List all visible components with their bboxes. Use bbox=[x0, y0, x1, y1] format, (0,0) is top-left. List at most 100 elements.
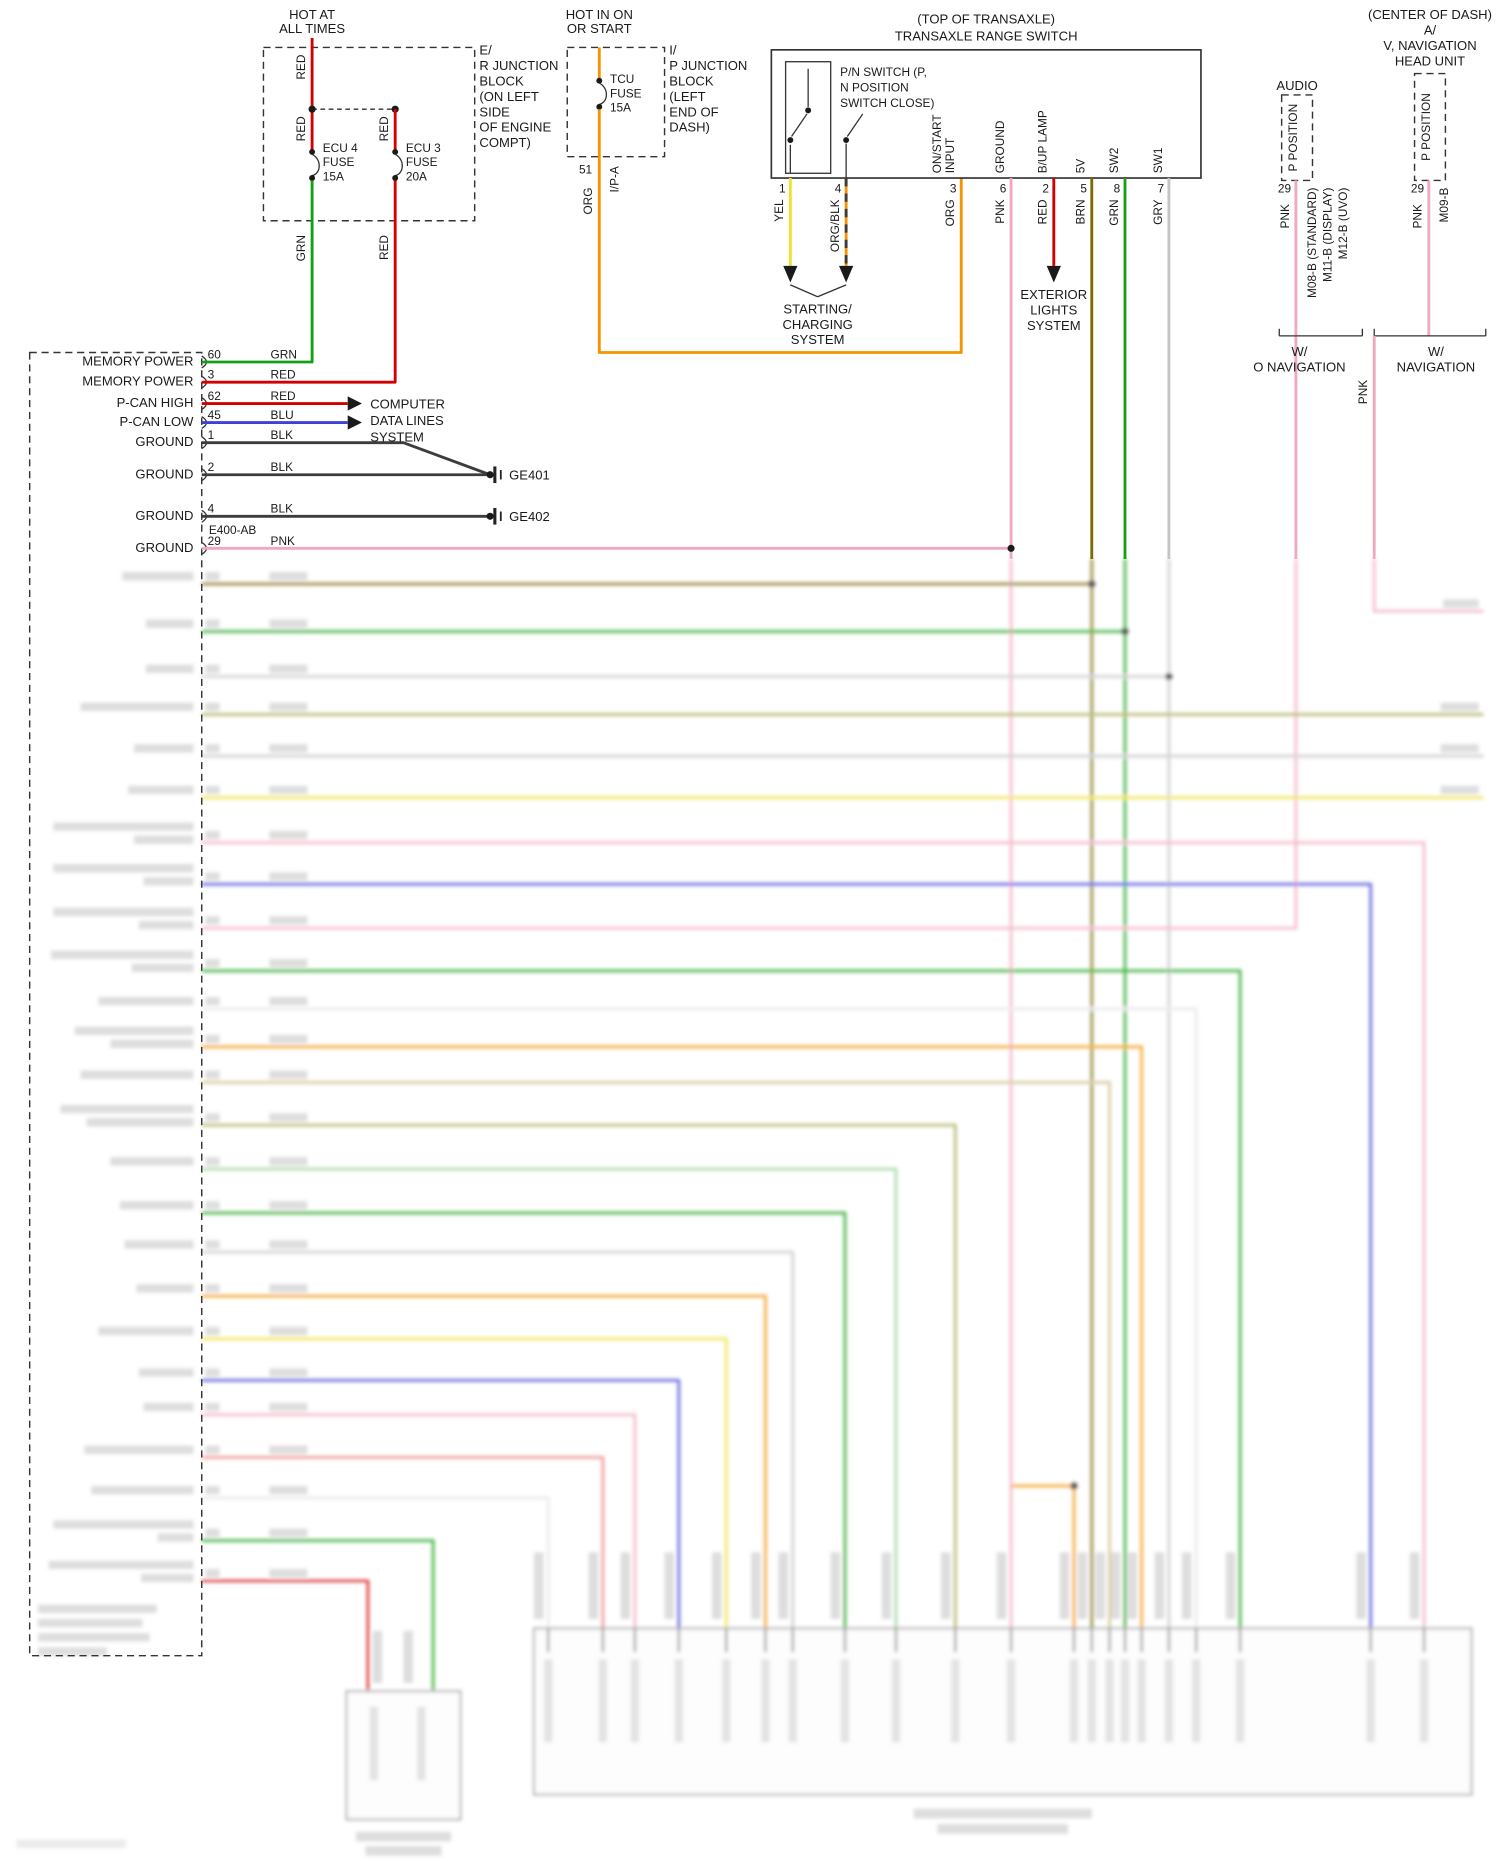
pin8-wire-color: GRN bbox=[1107, 199, 1121, 225]
range-switch-location: (TOP OF TRANSAXLE) bbox=[917, 12, 1055, 27]
nav-wire-color: PNK bbox=[1411, 204, 1425, 228]
pin-row-color: RED bbox=[271, 389, 296, 403]
nav-header-line2: A/ bbox=[1424, 22, 1437, 37]
er-out-left-label: GRN bbox=[294, 235, 308, 261]
nav-variant-line1: W/ bbox=[1428, 344, 1444, 359]
pin-row-label: P-CAN HIGH bbox=[117, 395, 194, 410]
audio-connector-1: M08-B (STANDARD) bbox=[1305, 187, 1319, 298]
pin6-wire-color: PNK bbox=[993, 199, 1007, 223]
nav-header-line3: V, NAVIGATION bbox=[1383, 38, 1476, 53]
splice-label: E400-AB bbox=[209, 523, 257, 537]
navigation-section: (CENTER OF DASH) A/ V, NAVIGATION HEAD U… bbox=[1356, 7, 1492, 560]
ip-junction-block-box bbox=[566, 46, 666, 158]
svg-text:END OF: END OF bbox=[669, 104, 718, 119]
svg-text:R JUNCTION: R JUNCTION bbox=[479, 58, 558, 73]
pin-row-color: BLU bbox=[271, 408, 294, 422]
pin5-number: 5 bbox=[1080, 181, 1087, 195]
bottom-small-connector-box bbox=[345, 1630, 462, 1856]
transaxle-range-switch-section: (TOP OF TRANSAXLE) TRANSAXLE RANGE SWITC… bbox=[770, 12, 1202, 560]
pnk-junction-dot bbox=[1007, 544, 1015, 552]
er-hot-label-line2: ALL TIMES bbox=[279, 21, 345, 36]
pin5-function: 5V bbox=[1074, 159, 1088, 174]
wire-memory-power-red bbox=[201, 180, 397, 384]
er-fuse-ecu4: ECU 4 FUSE 15A bbox=[309, 141, 358, 183]
range-switch-box bbox=[770, 49, 1202, 179]
pin7-wire-color: GRY bbox=[1151, 199, 1165, 225]
audio-variant-bracket bbox=[1278, 328, 1363, 337]
ground-splice-dot-1 bbox=[486, 471, 494, 479]
arrow-starting-1 bbox=[783, 265, 798, 283]
left-module-pin-rows: MEMORY POWER 60 GRN MEMORY POWER 3 RED P… bbox=[82, 347, 297, 554]
pin1-wire-color: YEL bbox=[772, 199, 786, 222]
ip-fuse-line3: 15A bbox=[610, 101, 631, 115]
ground-splice-dot-2 bbox=[486, 512, 494, 520]
pin6-function: GROUND bbox=[993, 121, 1007, 174]
exterior-lights-line2: LIGHTS bbox=[1030, 303, 1077, 318]
nav-variant-bracket bbox=[1373, 328, 1487, 337]
pin2-function: B/UP LAMP bbox=[1036, 110, 1050, 173]
svg-text:OF ENGINE: OF ENGINE bbox=[479, 120, 551, 135]
pin5-wire-color: BRN bbox=[1074, 199, 1088, 224]
er-fuse-ecu3-line3: 20A bbox=[406, 169, 427, 183]
blurred-wires bbox=[201, 559, 1484, 1692]
pin-row-label: P-CAN LOW bbox=[120, 414, 195, 429]
er-branch-left-label: RED bbox=[294, 116, 308, 141]
nav-header-line4: HEAD UNIT bbox=[1395, 53, 1465, 68]
pin-row-label: MEMORY POWER bbox=[82, 354, 193, 369]
wire-ground-1 bbox=[201, 441, 491, 477]
ip-hot-label-line1: HOT IN ON bbox=[566, 7, 633, 22]
svg-text:BLOCK: BLOCK bbox=[669, 73, 714, 88]
wire-memory-power-grn bbox=[201, 180, 314, 364]
ip-fuse-tcu: TCU FUSE 15A bbox=[596, 72, 642, 115]
tcu-fuse-to-range-switch-wire bbox=[597, 109, 963, 354]
pin-row-number: 2 bbox=[208, 460, 215, 474]
svg-text:(LEFT: (LEFT bbox=[669, 89, 705, 104]
computer-system-line3: SYSTEM bbox=[370, 430, 424, 445]
svg-text:SIDE: SIDE bbox=[479, 104, 510, 119]
pin-row-number: 45 bbox=[208, 408, 222, 422]
pin-row-label: MEMORY POWER bbox=[82, 374, 193, 389]
pin8-function: SW2 bbox=[1107, 148, 1121, 174]
er-junction-dot-left bbox=[308, 105, 316, 113]
er-fuse-ecu3-line2: FUSE bbox=[406, 155, 438, 169]
audio-section: AUDIO P POSITION 29 PNK M08-B (STANDARD)… bbox=[1253, 78, 1363, 560]
ip-fuse-line2: FUSE bbox=[610, 86, 642, 100]
svg-text:I/: I/ bbox=[669, 43, 677, 58]
pin-row-color: PNK bbox=[271, 534, 295, 548]
er-fuse-ecu4-line2: FUSE bbox=[323, 155, 355, 169]
er-branch-right-label: RED bbox=[377, 116, 391, 141]
ip-hot-label-line2: OR START bbox=[567, 21, 632, 36]
audio-variant-line1: W/ bbox=[1291, 344, 1307, 359]
pin1-number: 1 bbox=[779, 181, 786, 195]
er-fuse-ecu4-line3: 15A bbox=[323, 169, 344, 183]
computer-system-line2: DATA LINES bbox=[370, 413, 444, 428]
nav-variant-line2: NAVIGATION bbox=[1397, 359, 1476, 374]
left-module-box bbox=[28, 351, 203, 1657]
nav-connector: M09-B bbox=[1437, 187, 1451, 222]
pin8-number: 8 bbox=[1114, 181, 1121, 195]
audio-pin-number: 29 bbox=[1278, 181, 1292, 195]
nav-box bbox=[1413, 72, 1447, 182]
range-switch-title: TRANSAXLE RANGE SWITCH bbox=[895, 28, 1078, 43]
audio-connector-3: M12-B (UVO) bbox=[1336, 187, 1350, 259]
nav-header-line1: (CENTER OF DASH) bbox=[1368, 7, 1492, 22]
left-module-connector-section: COMPUTER DATA LINES SYSTEM GE401 GE402 E… bbox=[28, 180, 1015, 1657]
svg-text:BLOCK: BLOCK bbox=[479, 73, 524, 88]
er-block-name: E/ R JUNCTION BLOCK (ON LEFT SIDE OF ENG… bbox=[479, 43, 558, 151]
ground-2-label: GE402 bbox=[509, 509, 550, 524]
starting-system-line2: CHARGING bbox=[782, 317, 852, 332]
pin-row-color: RED bbox=[271, 368, 296, 382]
audio-variant-line2: O NAVIGATION bbox=[1253, 359, 1345, 374]
pin-row-number: 62 bbox=[208, 389, 221, 403]
starting-system-line3: SYSTEM bbox=[791, 332, 845, 347]
pin4-number: 4 bbox=[835, 181, 842, 195]
pn-switch-label-line2: N POSITION bbox=[840, 80, 909, 94]
pin7-function: SW1 bbox=[1151, 147, 1165, 173]
nav-p-position-label: P POSITION bbox=[1419, 93, 1433, 161]
starting-brace bbox=[790, 284, 847, 298]
starting-system-line1: STARTING/ bbox=[783, 301, 852, 316]
pin-row-number: 3 bbox=[208, 368, 215, 382]
pin4-wire-color: ORG/BLK bbox=[828, 199, 842, 252]
pin-row-label: GROUND bbox=[135, 508, 193, 523]
